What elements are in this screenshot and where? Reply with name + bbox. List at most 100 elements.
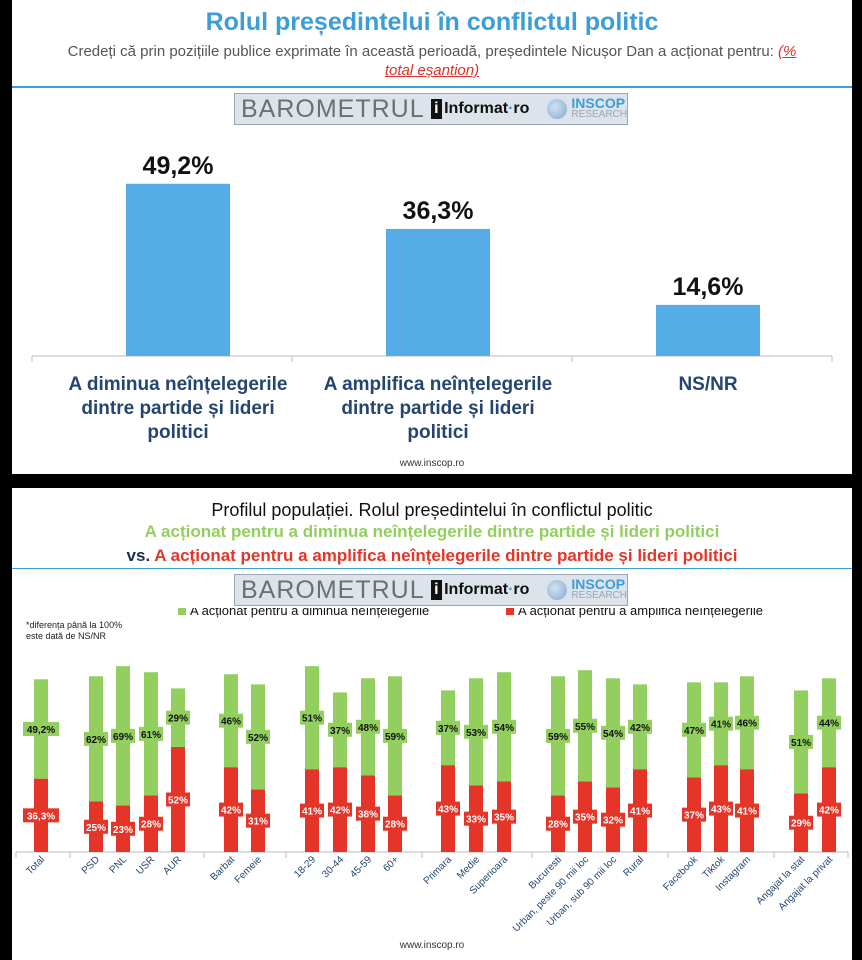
category-label: 30-44	[320, 854, 346, 880]
category-label: A amplifica neînțelegerile	[324, 374, 552, 395]
label-box	[328, 802, 352, 817]
value-label-amplifica: 36,3%	[27, 811, 55, 822]
label-box	[436, 801, 460, 816]
value-label-amplifica: 32%	[603, 816, 623, 827]
category-label: Facebook	[661, 854, 701, 894]
logo-research: RESEARCH	[571, 109, 627, 120]
value-label-amplifica: 43%	[438, 805, 458, 816]
label-box	[628, 803, 652, 818]
note-line-1: *diferența până la 100%	[26, 620, 123, 630]
label-box	[356, 806, 380, 821]
value-label-amplifica: 42%	[330, 806, 350, 817]
legend-swatch-amplifica	[506, 608, 514, 615]
label-box	[709, 716, 733, 731]
value-label-amplifica: 31%	[248, 817, 268, 828]
value-label-diminua: 46%	[737, 719, 757, 730]
amplifica-text: A acționat pentru a amplifica neînțelege…	[154, 546, 738, 565]
category-label: 45-59	[348, 854, 374, 880]
value-label-diminua: 48%	[358, 723, 378, 734]
category-label: A diminua neînțelegerile	[69, 374, 288, 395]
bar	[656, 304, 760, 356]
value-label-diminua: 42%	[630, 723, 650, 734]
label-box	[166, 710, 190, 725]
logo-informat-text: Informat	[444, 581, 509, 598]
main-chart-panel: Rolul președintelui în conflictul politi…	[12, 0, 852, 474]
chart-title: Rolul președintelui în conflictul politi…	[205, 8, 659, 36]
logo-barometrul: BAROMETRUL	[241, 575, 425, 604]
value-label-diminua: 29%	[168, 714, 188, 725]
barometrul-logo: BAROMETRUL i Informat·ro INSCOP RESEARCH	[234, 93, 628, 125]
logo-informat: Informat·ro	[444, 581, 530, 598]
bar-chart-main: 49,2% A diminua neînțelegerile dintre part…	[31, 152, 833, 443]
label-box	[573, 718, 597, 733]
category-label: AUR	[161, 854, 184, 877]
category-label: dintre partide și lideri	[81, 398, 274, 419]
value-label-diminua: 54%	[494, 723, 514, 734]
category-label: Primara	[422, 854, 455, 887]
label-box	[573, 809, 597, 824]
label-box	[356, 719, 380, 734]
bar	[386, 228, 490, 356]
logo-inscop: INSCOP	[571, 576, 626, 592]
label-box	[709, 801, 733, 816]
logo-informat-icon: i	[430, 580, 443, 600]
bar	[126, 183, 230, 356]
inscop-logo: INSCOP RESEARCH	[547, 96, 627, 120]
value-label-amplifica: 35%	[575, 813, 595, 824]
value-label-amplifica: 29%	[791, 819, 811, 830]
label-box	[735, 803, 759, 818]
vs-label: vs.	[126, 546, 151, 565]
value-label-amplifica: 37%	[684, 811, 704, 822]
value-label-diminua: 54%	[603, 729, 623, 740]
category-label: Angajat la stat	[755, 854, 808, 907]
value-label-amplifica: 35%	[494, 813, 514, 824]
inscop-logo: INSCOP RESEARCH	[547, 576, 627, 601]
label-box	[546, 728, 570, 743]
value-label-amplifica: 38%	[358, 810, 378, 821]
value-label-diminua: 51%	[302, 714, 322, 725]
value-label-amplifica: 41%	[302, 807, 322, 818]
label-box	[682, 722, 706, 737]
label-box	[246, 813, 270, 828]
label-box	[383, 728, 407, 743]
barometrul-logo-2: BAROMETRUL i Informat·ro INSCOP RESEARCH	[234, 574, 628, 606]
logo-informat-text: Informat	[444, 100, 509, 117]
value-label-diminua: 55%	[575, 722, 595, 733]
subtitle-text: Credeți că prin pozițiile publice exprim…	[67, 43, 774, 60]
category-label: USR	[134, 854, 157, 877]
label-box	[166, 792, 190, 807]
value-label-amplifica: 42%	[221, 806, 241, 817]
category-label: Rural	[621, 854, 646, 879]
label-box	[139, 726, 163, 741]
value-label-amplifica: 41%	[630, 807, 650, 818]
category-label: Femeie	[233, 854, 265, 886]
ns-nr-note: *diferența până la 100% este dată de NS/…	[26, 620, 122, 642]
value-label-diminua: 59%	[548, 732, 568, 743]
label-box	[492, 719, 516, 734]
value-label-diminua: 51%	[791, 738, 811, 749]
value-label-amplifica: 41%	[737, 807, 757, 818]
value-label-diminua: 37%	[330, 726, 350, 737]
note-line-2: este dată de NS/NR	[26, 631, 107, 641]
label-box	[84, 819, 108, 834]
label-box	[139, 816, 163, 831]
value-label-amplifica: 23%	[113, 825, 133, 836]
value-label-diminua: 41%	[711, 720, 731, 731]
value-label-diminua: 37%	[438, 724, 458, 735]
chart-subtitle: Credeți că prin pozițiile publice exprim…	[52, 42, 812, 80]
value-label-diminua: 46%	[221, 717, 241, 728]
value-label-diminua: 53%	[466, 728, 486, 739]
legend-label-amplifica: A acționat pentru a amplifica neînțelege…	[518, 608, 763, 618]
subtitle-note: (% total eșantion)	[384, 43, 797, 79]
value-label-diminua: 69%	[113, 732, 133, 743]
value-label-diminua: 52%	[248, 733, 268, 744]
label-box	[111, 728, 135, 743]
footer-url: www.inscop.ro	[399, 458, 465, 469]
label-box	[23, 808, 59, 823]
label-box	[436, 720, 460, 735]
label-box	[111, 821, 135, 836]
value-label-amplifica: 43%	[711, 805, 731, 816]
value-label-amplifica: 42%	[819, 806, 839, 817]
logo-research: RESEARCH	[571, 590, 627, 601]
value-label-diminua: 61%	[141, 730, 161, 741]
